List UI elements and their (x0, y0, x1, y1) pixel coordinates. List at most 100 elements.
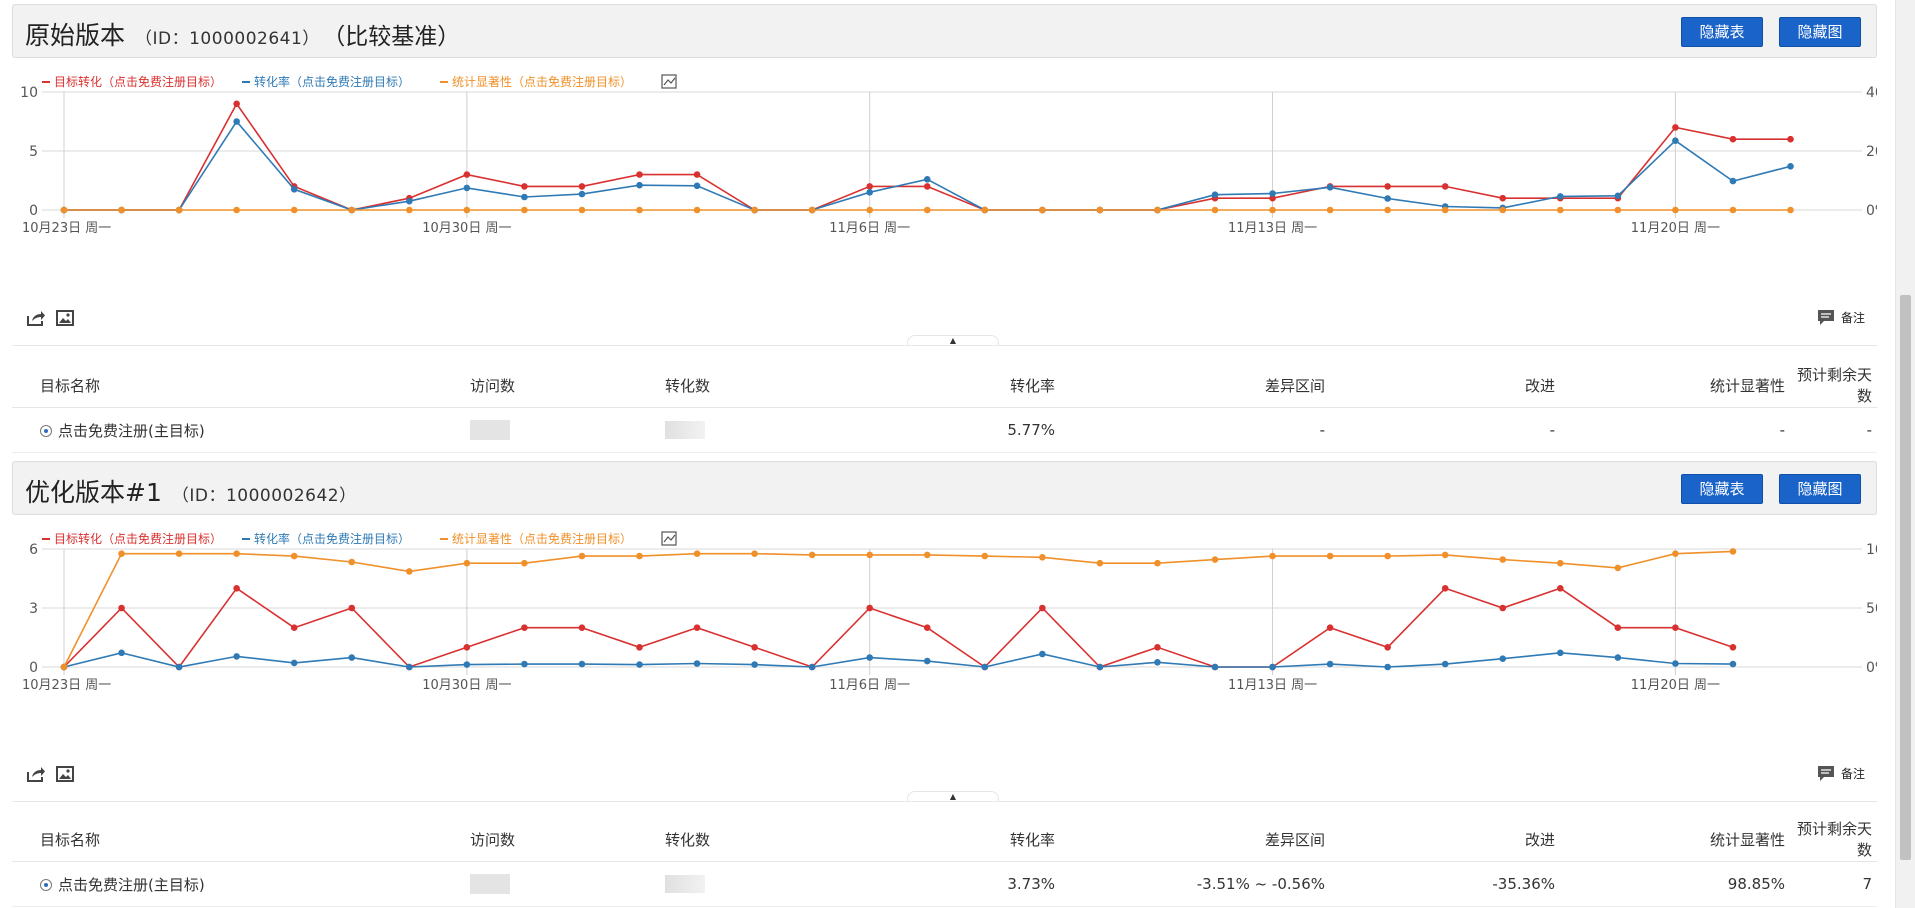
data-point (60, 206, 68, 214)
y-tick-label: 10 (20, 85, 38, 101)
goal-radio[interactable] (40, 425, 52, 437)
data-point (578, 624, 586, 631)
data-point (521, 206, 528, 214)
data-point (1096, 559, 1104, 567)
data-point (1384, 663, 1391, 671)
data-point (981, 552, 989, 560)
data-point (981, 663, 989, 671)
data-point (1557, 559, 1564, 567)
data-point (578, 206, 586, 214)
data-point (1269, 194, 1276, 202)
data-point (636, 552, 643, 560)
redacted-value (470, 420, 510, 440)
note-button[interactable]: 备注 (1817, 764, 1865, 782)
data-point (463, 661, 471, 668)
hide-table-button[interactable]: 隐藏表 (1681, 474, 1763, 504)
collapse-toggle[interactable]: ▲ (907, 791, 999, 802)
vertical-scrollbar[interactable] (1895, 0, 1915, 908)
col-visits: 访问数 (425, 817, 625, 862)
image-icon[interactable] (55, 308, 75, 328)
data-point (1729, 177, 1737, 185)
note-button[interactable]: 备注 (1817, 308, 1865, 326)
col-goal-name: 目标名称 (12, 817, 425, 862)
data-point (1557, 193, 1564, 200)
col-goal-name: 目标名称 (12, 363, 425, 408)
data-point (290, 552, 298, 560)
data-point (290, 659, 298, 667)
data-point (1557, 206, 1564, 214)
data-point (1441, 206, 1449, 214)
chart-type-icon (661, 531, 677, 546)
x-tick-label: 10月23日 周一 (22, 221, 111, 236)
significance-cell: 98.85% (1560, 861, 1790, 907)
chart-type-icon-line (663, 534, 676, 543)
data-point (923, 206, 931, 214)
image-icon[interactable] (55, 764, 75, 784)
collapse-toggle[interactable]: ▲ (907, 335, 999, 346)
chart-type-icon (661, 74, 677, 89)
scrollbar-thumb[interactable] (1900, 295, 1911, 860)
data-point (636, 644, 643, 651)
data-point (233, 585, 240, 592)
data-point (348, 654, 356, 661)
data-point (1729, 644, 1737, 651)
data-point (1499, 604, 1507, 612)
data-point (1614, 192, 1622, 200)
hide-chart-button[interactable]: 隐藏图 (1779, 17, 1861, 47)
data-point (578, 660, 586, 668)
data-point (1039, 650, 1046, 658)
data-point (1787, 206, 1794, 214)
improve-cell: - (1330, 407, 1560, 453)
data-point (463, 644, 471, 651)
divider (12, 345, 1877, 346)
hide-table-button[interactable]: 隐藏表 (1681, 17, 1763, 47)
data-point (118, 206, 125, 214)
data-point (1614, 624, 1622, 631)
y-tick-label: 0 (29, 203, 38, 219)
data-point (118, 649, 125, 657)
y-right-tick-label: 100% (1866, 542, 1877, 558)
conversions-cell (625, 407, 830, 453)
data-point (1614, 564, 1622, 572)
note-label: 备注 (1840, 310, 1865, 325)
col-improvement: 改进 (1330, 817, 1560, 862)
data-point (636, 661, 643, 668)
rate-cell: 5.77% (830, 407, 1060, 453)
divider (12, 801, 1877, 802)
data-point (1672, 137, 1679, 144)
data-point (1096, 206, 1104, 214)
x-tick-label: 11月6日 周一 (829, 678, 910, 693)
goal-cell[interactable]: 点击免费注册(主目标) (12, 861, 425, 907)
data-point (1211, 556, 1219, 563)
comment-icon (1817, 766, 1834, 781)
baseline-label: （比较基准） (333, 24, 461, 50)
data-point (521, 624, 528, 631)
data-point (1441, 660, 1449, 668)
hide-chart-button[interactable]: 隐藏图 (1779, 474, 1861, 504)
data-point (290, 624, 298, 631)
goal-cell[interactable]: 点击免费注册(主目标) (12, 407, 425, 453)
col-days-left: 预计剩余天数 (1790, 817, 1877, 862)
visits-cell (425, 861, 625, 907)
y-tick-label: 0 (29, 660, 38, 676)
data-point (636, 181, 643, 189)
col-visits: 访问数 (425, 363, 625, 408)
data-point (1096, 663, 1104, 671)
section-title: 优化版本#1 （ID：1000002642） (25, 473, 371, 509)
redacted-value (665, 875, 705, 894)
table-header-row: 目标名称 访问数 转化数 转化率 差异区间 改进 统计显著性 预计剩余天数 (12, 363, 1877, 408)
series-line (64, 102, 1791, 211)
share-icon[interactable] (26, 764, 46, 784)
goal-name: 点击免费注册(主目标) (58, 421, 205, 440)
data-point (1269, 190, 1276, 197)
x-tick-label: 11月13日 周一 (1228, 221, 1317, 236)
variant-name: 原始版本 (25, 21, 126, 50)
data-point (1672, 206, 1679, 214)
goal-radio[interactable] (40, 879, 52, 891)
share-icon[interactable] (26, 308, 46, 328)
data-point (866, 189, 873, 196)
data-point (636, 206, 643, 214)
data-point (1441, 183, 1449, 190)
data-point (233, 653, 240, 660)
data-point (1672, 660, 1679, 667)
